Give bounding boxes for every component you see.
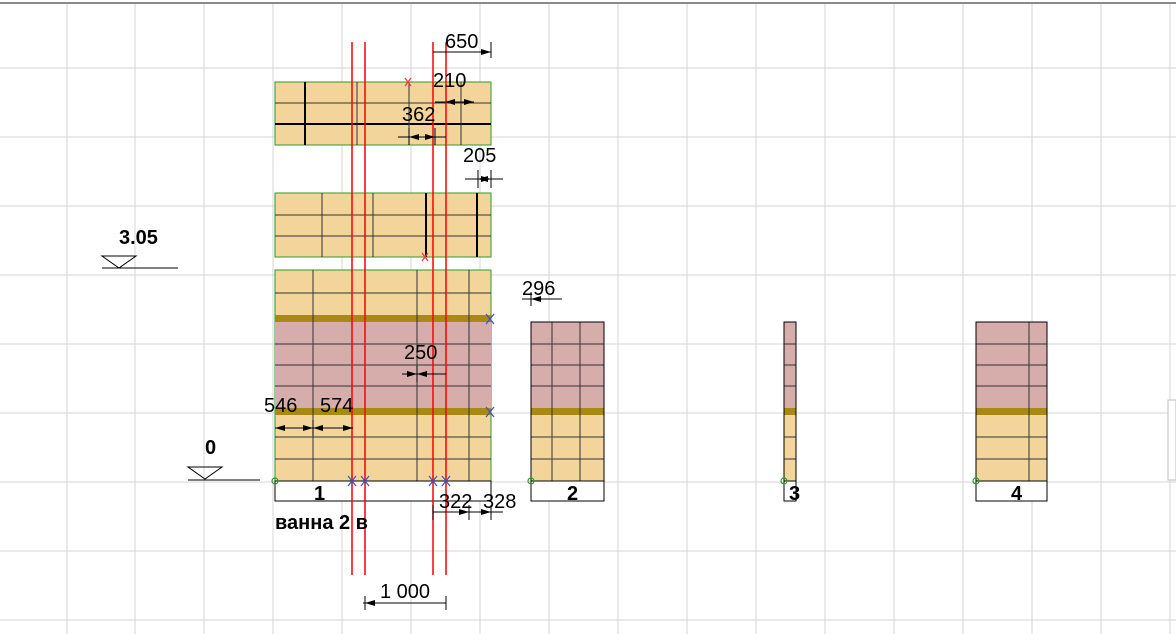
dim-574: 574 bbox=[320, 395, 353, 417]
dim-210: 210 bbox=[433, 70, 466, 92]
level-upper-value: 3.05 bbox=[119, 227, 158, 249]
middle-tile-panel bbox=[274, 192, 492, 258]
wall-2-elevation[interactable] bbox=[530, 321, 605, 502]
wall-3-elevation[interactable] bbox=[783, 321, 797, 502]
dim-250: 250 bbox=[404, 342, 437, 364]
dim-322: 322 bbox=[439, 491, 472, 513]
wall-2-label: 2 bbox=[567, 483, 578, 505]
wall-4-elevation[interactable] bbox=[975, 321, 1048, 502]
wall-3-label: 3 bbox=[789, 483, 800, 505]
dim-362: 362 bbox=[402, 104, 435, 126]
snap-markers bbox=[271, 77, 980, 487]
level-marker-lower: 0 bbox=[186, 437, 260, 481]
room-name: ванна 2 в bbox=[275, 512, 368, 534]
level-marker-upper: 3.05 bbox=[100, 227, 178, 269]
dim-546: 546 bbox=[264, 395, 297, 417]
background-grid bbox=[0, 4, 1176, 634]
dimension-arrows bbox=[275, 49, 541, 606]
wall-1-elevation[interactable] bbox=[274, 269, 492, 502]
dim-1000: 1 000 bbox=[380, 581, 430, 603]
top-tile-panel bbox=[274, 81, 492, 146]
vertical-scrollbar[interactable] bbox=[1167, 399, 1176, 481]
dim-650: 650 bbox=[445, 31, 478, 53]
dim-205: 205 bbox=[463, 145, 496, 167]
red-guide-lines[interactable] bbox=[351, 42, 447, 575]
dim-296: 296 bbox=[522, 278, 555, 300]
level-lower-value: 0 bbox=[205, 437, 216, 459]
wall-4-label: 4 bbox=[1011, 483, 1023, 505]
wall-1-label: 1 bbox=[314, 483, 325, 505]
dim-328: 328 bbox=[483, 491, 516, 513]
